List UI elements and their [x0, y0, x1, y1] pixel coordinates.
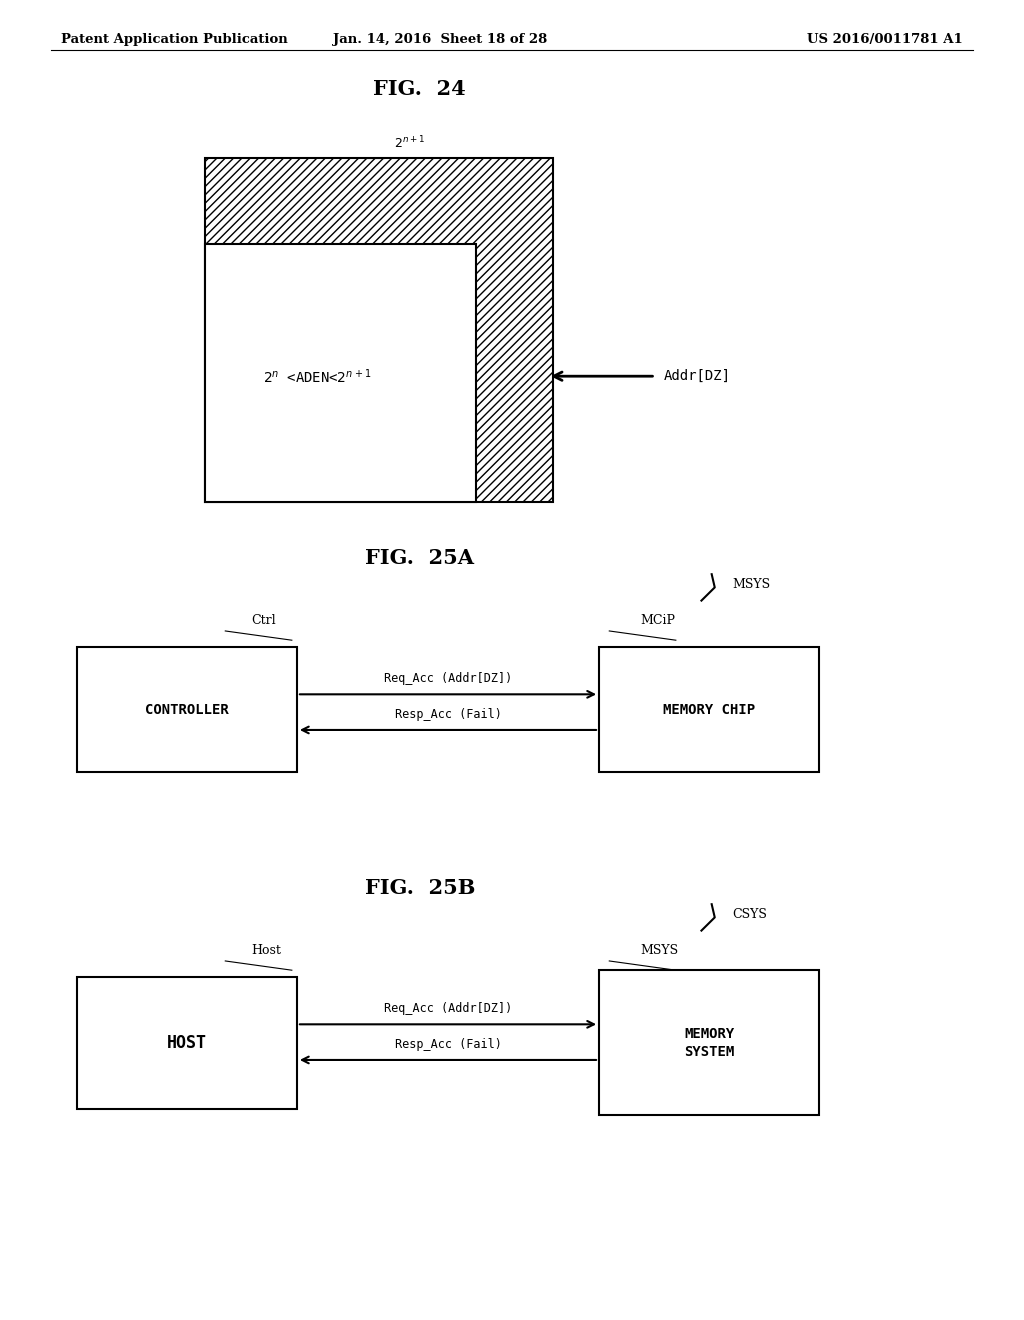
Bar	[599, 647, 819, 772]
Text: Patent Application Publication: Patent Application Publication	[61, 33, 288, 46]
Text: Addr[DZ]: Addr[DZ]	[664, 370, 730, 383]
Bar	[77, 647, 297, 772]
Text: FIG.  25B: FIG. 25B	[365, 878, 475, 898]
Text: Jan. 14, 2016  Sheet 18 of 28: Jan. 14, 2016 Sheet 18 of 28	[333, 33, 548, 46]
Text: MEMORY CHIP: MEMORY CHIP	[664, 702, 755, 717]
Text: FIG.  25A: FIG. 25A	[366, 548, 474, 568]
Text: FIG.  24: FIG. 24	[374, 79, 466, 99]
Text: Resp_Acc (Fail): Resp_Acc (Fail)	[394, 708, 502, 721]
Text: CONTROLLER: CONTROLLER	[145, 702, 228, 717]
Text: MCiP: MCiP	[640, 614, 675, 627]
Bar	[77, 977, 297, 1109]
Text: $2^{n+1}$: $2^{n+1}$	[394, 135, 425, 152]
Text: Host: Host	[251, 944, 281, 957]
Text: MSYS: MSYS	[640, 944, 678, 957]
Text: $2^n$ <ADEN<$2^{n+1}$: $2^n$ <ADEN<$2^{n+1}$	[263, 367, 372, 385]
Bar	[599, 970, 819, 1115]
Bar	[205, 158, 553, 502]
Text: Req_Acc (Addr[DZ]): Req_Acc (Addr[DZ])	[384, 672, 512, 685]
Text: Ctrl: Ctrl	[251, 614, 275, 627]
Text: MEMORY
SYSTEM: MEMORY SYSTEM	[684, 1027, 734, 1059]
Text: MSYS: MSYS	[732, 578, 770, 591]
Text: Req_Acc (Addr[DZ]): Req_Acc (Addr[DZ])	[384, 1002, 512, 1015]
Text: CSYS: CSYS	[732, 908, 767, 921]
Text: HOST: HOST	[167, 1034, 207, 1052]
Bar	[205, 244, 476, 502]
Text: Resp_Acc (Fail): Resp_Acc (Fail)	[394, 1038, 502, 1051]
Text: US 2016/0011781 A1: US 2016/0011781 A1	[807, 33, 963, 46]
